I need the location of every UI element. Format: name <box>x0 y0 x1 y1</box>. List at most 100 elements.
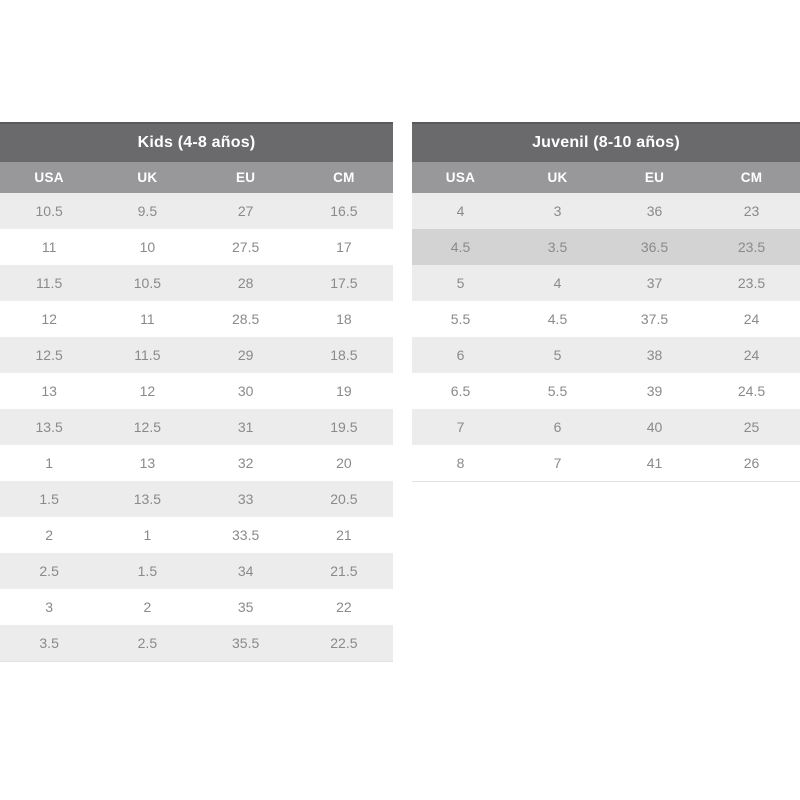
table-cell: 35.5 <box>232 635 260 651</box>
table-cell: 33 <box>237 491 254 507</box>
table-cell: 7 <box>456 419 465 435</box>
table-row: 2.5 1.5 34 21.5 <box>0 553 393 589</box>
table-cell: 23.5 <box>737 239 766 255</box>
table-cell: 8 <box>456 455 465 471</box>
table-cell: 24.5 <box>737 383 766 399</box>
table-cell: 1 <box>143 527 152 543</box>
table-cell: 30 <box>237 383 254 399</box>
table-cell: 20 <box>336 455 352 471</box>
table-row: 12 11 28.5 18 <box>0 301 393 337</box>
table-title-juvenil: Juvenil (8-10 años) <box>412 122 800 162</box>
table-row: 1 13 32 20 <box>0 445 393 481</box>
column-header-eu: EU <box>235 170 256 185</box>
table-cell: 6 <box>553 419 562 435</box>
column-header-usa: USA <box>34 170 64 185</box>
table-cell: 11 <box>41 239 57 255</box>
table-row: 11.5 10.5 28 17.5 <box>0 265 393 301</box>
table-row: 7 6 40 25 <box>412 409 800 445</box>
table-cell: 6.5 <box>450 383 471 399</box>
table-cell: 26 <box>743 455 760 471</box>
table-cell: 18 <box>336 311 352 327</box>
table-cell: 39 <box>646 383 663 399</box>
table-cell: 9.5 <box>137 203 158 219</box>
table-cell: 37.5 <box>640 311 669 327</box>
table-cell: 12.5 <box>133 419 161 435</box>
column-header-cm: CM <box>740 170 763 185</box>
table-row: 3 2 35 22 <box>0 589 393 625</box>
table-cell: 10.5 <box>133 275 161 291</box>
table-cell: 22 <box>336 599 352 615</box>
table-cell: 2 <box>143 599 152 615</box>
table-row: 1.5 13.5 33 20.5 <box>0 481 393 517</box>
table-cell: 27 <box>237 203 254 219</box>
table-cell: 18.5 <box>330 347 358 363</box>
table-row: 12.5 11.5 29 18.5 <box>0 337 393 373</box>
table-cell: 17.5 <box>330 275 358 291</box>
table-cell: 33.5 <box>232 527 260 543</box>
table-cell: 13.5 <box>133 491 161 507</box>
table-cell: 2 <box>45 527 54 543</box>
table-cell: 10.5 <box>35 203 63 219</box>
table-cell: 6 <box>456 347 465 363</box>
table-cell: 19 <box>336 383 352 399</box>
table-row: 5.5 4.5 37.5 24 <box>412 301 800 337</box>
table-header-row: USA UK EU CM <box>412 162 800 193</box>
table-cell: 3.5 <box>547 239 568 255</box>
size-table-juvenil: Juvenil (8-10 años) USA UK EU CM 4 3 36 23 4.5 3… <box>412 122 800 482</box>
table-cell: 4.5 <box>547 311 568 327</box>
table-cell: 23.5 <box>737 275 766 291</box>
table-cell: 3.5 <box>39 635 59 651</box>
size-table-kids: Kids (4-8 años) USA UK EU CM 10.5 9.5 27 16.5 1… <box>0 122 393 662</box>
table-cell: 24 <box>743 311 760 327</box>
table-cell: 12.5 <box>35 347 63 363</box>
table-cell: 11.5 <box>36 275 63 291</box>
table-cell: 10 <box>139 239 156 255</box>
table-row: 13 12 30 19 <box>0 373 393 409</box>
column-header-uk: UK <box>547 170 568 185</box>
table-cell: 32 <box>237 455 254 471</box>
table-title-kids: Kids (4-8 años) <box>0 122 393 162</box>
table-cell: 28.5 <box>232 311 260 327</box>
table-cell: 1.5 <box>39 491 59 507</box>
table-cell: 27.5 <box>232 239 260 255</box>
table-cell: 5.5 <box>450 311 471 327</box>
table-cell: 21 <box>336 527 352 543</box>
table-cell: 4 <box>553 275 562 291</box>
table-cell: 11 <box>140 311 155 327</box>
column-header-eu: EU <box>644 170 665 185</box>
table-cell: 17 <box>336 239 352 255</box>
column-header-uk: UK <box>137 170 158 185</box>
table-row: 3.5 2.5 35.5 22.5 <box>0 625 393 661</box>
table-cell: 38 <box>646 347 663 363</box>
table-body: 4 3 36 23 4.5 3.5 36.5 23.5 5 4 37 23.5 5.5 4.5 37.5 24… <box>412 193 800 481</box>
table-body: 10.5 9.5 27 16.5 11 10 27.5 17 11.5 10.5 28 17.5 12 1… <box>0 193 393 661</box>
table-row: 4 3 36 23 <box>412 193 800 229</box>
table-cell: 34 <box>237 563 254 579</box>
table-cell: 4.5 <box>450 239 471 255</box>
table-cell: 13 <box>41 383 57 399</box>
table-row: 5 4 37 23.5 <box>412 265 800 301</box>
table-cell: 4 <box>456 203 465 219</box>
table-cell: 22.5 <box>330 635 358 651</box>
table-cell: 24 <box>743 347 760 363</box>
table-cell: 5 <box>553 347 562 363</box>
table-cell: 31 <box>237 419 254 435</box>
table-cell: 2.5 <box>137 635 158 651</box>
table-cell: 11.5 <box>134 347 161 363</box>
table-cell: 12 <box>41 311 57 327</box>
table-cell: 25 <box>743 419 760 435</box>
column-header-usa: USA <box>445 170 476 185</box>
table-cell: 16.5 <box>330 203 358 219</box>
table-cell: 5 <box>456 275 465 291</box>
table-row: 8 7 41 26 <box>412 445 800 481</box>
table-cell: 13 <box>139 455 156 471</box>
table-cell: 36.5 <box>640 239 669 255</box>
table-row: 6 5 38 24 <box>412 337 800 373</box>
table-row: 13.5 12.5 31 19.5 <box>0 409 393 445</box>
table-cell: 35 <box>237 599 254 615</box>
table-row: 6.5 5.5 39 24.5 <box>412 373 800 409</box>
table-row: 10.5 9.5 27 16.5 <box>0 193 393 229</box>
table-cell: 37 <box>646 275 663 291</box>
table-cell: 21.5 <box>330 563 358 579</box>
table-cell: 29 <box>237 347 254 363</box>
